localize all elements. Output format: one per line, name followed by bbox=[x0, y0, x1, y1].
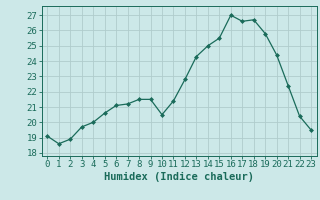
X-axis label: Humidex (Indice chaleur): Humidex (Indice chaleur) bbox=[104, 172, 254, 182]
